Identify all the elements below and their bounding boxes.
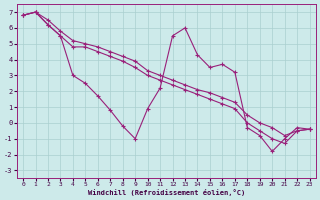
X-axis label: Windchill (Refroidissement éolien,°C): Windchill (Refroidissement éolien,°C)	[88, 189, 245, 196]
